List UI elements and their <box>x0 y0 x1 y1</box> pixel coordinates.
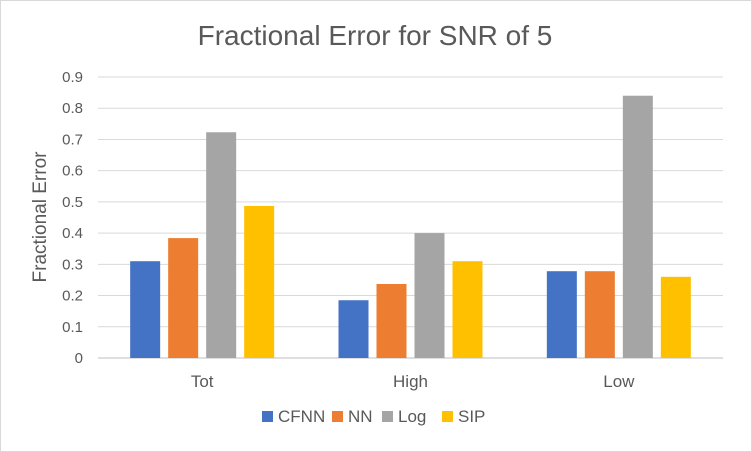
bar-nn-high <box>376 284 407 358</box>
y-axis-ticks: 0 0.1 0.2 0.3 0.4 0.5 0.6 0.7 0.8 0.9 <box>62 69 83 367</box>
y-tick-label: 0.1 <box>62 319 83 336</box>
bar-sip-tot <box>244 205 275 358</box>
chart-title: Fractional Error for SNR of 5 <box>198 20 553 51</box>
x-category-label: High <box>393 372 428 391</box>
y-tick-label: 0.9 <box>62 69 83 86</box>
legend: CFNN NN Log SIP <box>262 407 485 426</box>
bar-sip-high <box>452 261 483 358</box>
legend-label: Log <box>398 407 426 426</box>
legend-item-nn: NN <box>332 407 373 426</box>
y-tick-label: 0.3 <box>62 256 83 273</box>
bar-sip-low <box>660 276 691 358</box>
gridlines <box>98 76 723 359</box>
bar-nn-tot <box>168 238 199 358</box>
legend-label: SIP <box>458 407 485 426</box>
legend-swatch <box>442 411 453 422</box>
bar-log-low <box>622 95 653 358</box>
legend-label: CFNN <box>278 407 325 426</box>
y-tick-label: 0.5 <box>62 194 83 211</box>
bar-cfnn-low <box>546 271 577 358</box>
bar-log-high <box>414 233 445 358</box>
y-tick-label: 0.6 <box>62 163 83 180</box>
bar-cfnn-high <box>338 300 369 358</box>
y-tick-label: 0.2 <box>62 288 83 305</box>
bar-log-tot <box>206 132 237 358</box>
y-tick-label: 0.8 <box>62 100 83 117</box>
legend-item-cfnn: CFNN <box>262 407 325 426</box>
legend-label: NN <box>348 407 373 426</box>
legend-item-sip: SIP <box>442 407 485 426</box>
x-category-label: Tot <box>191 372 214 391</box>
legend-swatch <box>262 411 273 422</box>
y-tick-label: 0.4 <box>62 225 83 242</box>
x-axis-categories: Tot High Low <box>191 372 635 391</box>
y-tick-label: 0 <box>75 350 83 367</box>
legend-swatch <box>382 411 393 422</box>
bar-cfnn-tot <box>130 261 161 358</box>
y-axis-label: Fractional Error <box>30 151 51 283</box>
bars <box>130 95 691 358</box>
y-tick-label: 0.7 <box>62 131 83 148</box>
legend-swatch <box>332 411 343 422</box>
bar-nn-low <box>584 271 615 358</box>
x-category-label: Low <box>603 372 635 391</box>
legend-item-log: Log <box>382 407 426 426</box>
